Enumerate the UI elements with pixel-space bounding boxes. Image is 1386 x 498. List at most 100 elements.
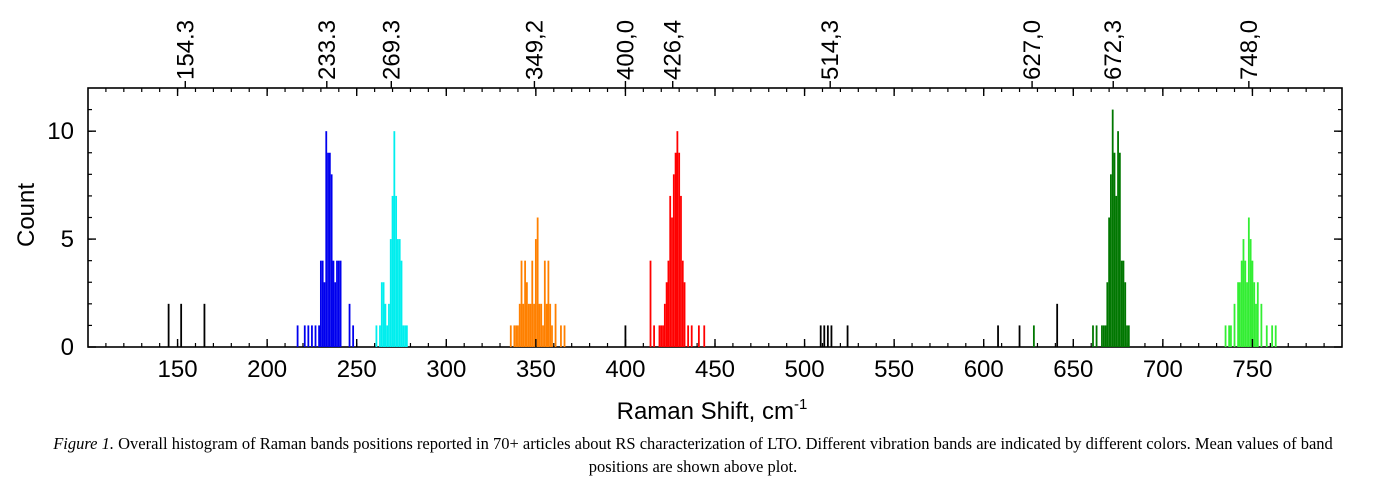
histogram-bar: [180, 303, 183, 347]
histogram-bar: [1056, 303, 1059, 347]
histogram-bar: [1240, 260, 1243, 347]
histogram-bar: [683, 282, 686, 347]
histogram-bar: [395, 195, 398, 347]
histogram-bar: [203, 303, 206, 347]
histogram-bar: [321, 260, 324, 347]
histogram-bar: [379, 325, 381, 347]
minor-ticks: [88, 88, 1342, 347]
histogram-bar: [846, 325, 849, 347]
x-tick-label: 750: [1232, 356, 1272, 383]
histogram-bar: [1244, 260, 1247, 347]
histogram-bar: [563, 325, 566, 347]
histogram-bar: [1271, 325, 1274, 347]
histogram-bar: [296, 325, 299, 347]
histogram-bar: [330, 174, 333, 347]
histogram-bar: [703, 325, 706, 347]
histogram-bar: [560, 325, 562, 347]
y-axis-ticks: 0 5 10: [47, 118, 1342, 361]
histogram-bar: [384, 303, 387, 347]
histogram-bar: [1122, 260, 1125, 347]
histogram-bar: [674, 152, 677, 347]
histogram-bar: [1238, 282, 1241, 347]
y-axis-label: Count: [13, 183, 40, 247]
histogram-bar: [382, 282, 385, 347]
figure-caption: Figure 1. Overall histogram of Raman ban…: [40, 432, 1346, 478]
histogram-bar: [680, 195, 682, 347]
histogram-bar: [653, 325, 655, 347]
histogram-bar: [380, 282, 383, 347]
histogram-bar: [690, 325, 693, 347]
histogram-bar: [1113, 152, 1116, 347]
histogram-bar: [672, 174, 675, 347]
histogram-bar: [388, 303, 390, 347]
histogram-bar: [1253, 282, 1256, 347]
histogram-bar: [1228, 325, 1231, 347]
histogram-bar: [676, 131, 679, 347]
y-tick-label: 0: [61, 334, 74, 361]
histogram-bar: [830, 325, 833, 347]
histogram-bar: [819, 325, 822, 347]
x-tick-label: 650: [1053, 356, 1093, 383]
histogram-bar: [529, 303, 532, 347]
histogram-bar: [405, 325, 408, 347]
histogram-bar: [509, 325, 512, 347]
histogram-bar: [658, 325, 661, 347]
histogram-bar: [538, 303, 541, 347]
mean-position-labels: 154.3 233.3 269.3 349,2 400,0 426,4 514,3 627,0…: [172, 20, 1263, 88]
mean-position-label: 627,0: [1019, 20, 1046, 80]
histogram-bar: [314, 325, 317, 347]
histogram-bar: [1092, 325, 1094, 347]
histogram-bar: [1246, 282, 1248, 347]
x-axis-label-main: Raman Shift, cm: [617, 398, 794, 425]
histogram-bar: [339, 260, 342, 347]
histogram-bar: [352, 325, 355, 347]
mean-position-label: 514,3: [817, 20, 844, 80]
histogram-bar: [515, 325, 518, 347]
x-tick-label: 550: [874, 356, 914, 383]
histogram-bar: [1230, 325, 1232, 347]
histogram-bar: [678, 152, 681, 347]
histogram-bar: [1251, 260, 1254, 347]
histogram-bar: [522, 303, 525, 347]
histogram-bar: [319, 260, 322, 347]
histogram-bar: [336, 260, 338, 347]
histogram-bar: [167, 303, 170, 347]
histogram-bar: [545, 303, 548, 347]
mean-position-label: 400,0: [612, 20, 639, 80]
x-tick-label: 450: [695, 356, 735, 383]
histogram-bar: [393, 131, 396, 347]
histogram-bar: [543, 260, 546, 347]
histogram-bar: [1102, 325, 1105, 347]
histogram-bar: [624, 325, 627, 347]
histogram-bar: [1256, 282, 1259, 347]
histogram-bar: [348, 303, 351, 347]
histogram-bar: [386, 325, 389, 347]
histogram-bar: [404, 325, 406, 347]
histogram-bar: [517, 325, 519, 347]
histogram-bar: [542, 325, 544, 347]
histogram-bar: [513, 325, 516, 347]
histogram-bar: [687, 325, 690, 347]
histogram-bar: [697, 325, 700, 347]
histogram-bar: [1265, 325, 1268, 347]
mean-position-label: 269.3: [378, 20, 405, 80]
histogram-bar: [1117, 131, 1119, 347]
x-tick-label: 500: [785, 356, 825, 383]
histogram-bar: [527, 303, 530, 347]
histogram-bar: [554, 303, 557, 347]
histogram-bar: [551, 325, 553, 347]
x-axis-label: Raman Shift, cm-1: [617, 396, 808, 425]
mean-position-label: 426,4: [660, 20, 687, 80]
histogram-bar: [1224, 325, 1227, 347]
histogram-bar: [823, 325, 826, 347]
histogram-bar: [389, 239, 392, 347]
x-axis-label-superscript: -1: [794, 396, 807, 413]
histogram-bar: [1124, 282, 1127, 347]
plot-frame: [87, 87, 1343, 348]
x-tick-label: 600: [964, 356, 1004, 383]
x-tick-label: 150: [158, 356, 198, 383]
x-tick-label: 350: [516, 356, 556, 383]
x-tick-label: 250: [337, 356, 377, 383]
histogram-bar: [671, 217, 673, 347]
histogram-bars: [167, 109, 1277, 347]
